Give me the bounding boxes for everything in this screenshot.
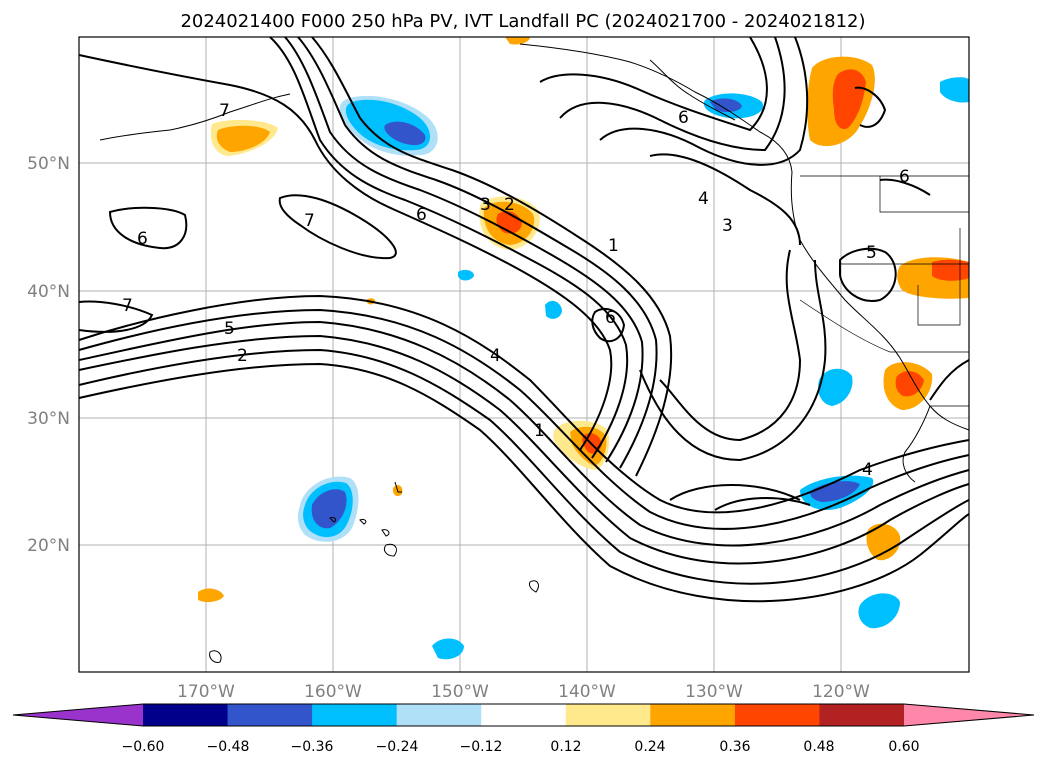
contour-label: 2 xyxy=(504,195,515,215)
lon-label: 160°W xyxy=(304,682,362,702)
positive-anomaly xyxy=(832,69,866,130)
contour-label: 7 xyxy=(219,101,230,121)
colorbar-tick: −0.24 xyxy=(376,739,419,755)
negative-anomaly xyxy=(458,269,474,281)
colorbar-tick: 0.12 xyxy=(550,739,581,755)
colorbar-extend-low xyxy=(13,704,143,726)
negative-anomaly xyxy=(432,638,464,660)
colorbar-segment xyxy=(227,704,313,726)
negative-anomaly xyxy=(858,593,900,629)
colorbar-tick: 0.36 xyxy=(719,739,750,755)
ivt-anomaly-shading xyxy=(198,37,969,660)
colorbar-segment xyxy=(396,704,482,726)
contour-label: 2 xyxy=(237,346,248,366)
pv-contours xyxy=(78,36,970,603)
colorbar-segment xyxy=(312,704,398,726)
positive-anomaly xyxy=(895,371,924,397)
colorbar-segment xyxy=(565,704,651,726)
contour-label: 7 xyxy=(304,211,315,231)
negative-anomaly xyxy=(710,98,742,113)
lon-label: 140°W xyxy=(558,682,616,702)
colorbar: −0.60 −0.48 −0.36 −0.24 −0.12 0.12 0.24 … xyxy=(12,703,1035,755)
positive-anomaly xyxy=(198,588,224,603)
colorbar-segment xyxy=(734,704,820,726)
colorbar-segments xyxy=(143,704,905,726)
map-panel: 7 6 7 6 7 5 2 6 3 2 1 4 3 6 4 1 5 6 4 xyxy=(78,36,970,673)
colorbar-tick: −0.48 xyxy=(207,739,250,755)
contour-label: 5 xyxy=(224,319,235,339)
negative-anomaly xyxy=(818,368,853,406)
lon-label: 120°W xyxy=(812,682,870,702)
contour-label: 1 xyxy=(534,421,545,441)
negative-anomaly xyxy=(311,489,347,529)
positive-anomaly xyxy=(866,523,901,561)
negative-anomaly xyxy=(384,121,426,146)
contour-label: 6 xyxy=(416,205,427,225)
lat-label: 20°N xyxy=(27,536,70,556)
contour-label: 5 xyxy=(866,243,877,263)
negative-anomaly xyxy=(545,300,562,319)
contour-label: 6 xyxy=(899,167,910,187)
negative-anomaly xyxy=(940,77,969,103)
lon-labels: 170°W 160°W 150°W 140°W 130°W 120°W xyxy=(177,682,870,702)
contour-label: 4 xyxy=(862,460,873,480)
colorbar-tick: 0.48 xyxy=(803,739,834,755)
colorbar-outline xyxy=(12,703,1035,727)
lat-labels: 50°N 40°N 30°N 20°N xyxy=(27,154,70,556)
colorbar-segment xyxy=(143,704,229,726)
contour-labels: 7 6 7 6 7 5 2 6 3 2 1 4 3 6 4 1 5 6 4 xyxy=(122,101,910,480)
contour-label: 6 xyxy=(605,308,616,328)
lat-label: 30°N xyxy=(27,409,70,429)
contour-label: 7 xyxy=(122,296,133,316)
contour-label: 4 xyxy=(698,189,709,209)
contour-label: 3 xyxy=(722,216,733,236)
colorbar-segment xyxy=(481,704,567,726)
coastlines xyxy=(99,43,970,663)
colorbar-ticks: −0.60 −0.48 −0.36 −0.24 −0.12 0.12 0.24 … xyxy=(122,739,920,755)
colorbar-tick: 0.24 xyxy=(634,739,665,755)
colorbar-tick: −0.60 xyxy=(122,739,165,755)
lat-label: 40°N xyxy=(27,282,70,302)
contour-label: 3 xyxy=(480,195,491,215)
lon-label: 130°W xyxy=(685,682,743,702)
lon-label: 170°W xyxy=(177,682,235,702)
positive-anomaly xyxy=(216,125,270,152)
lon-label: 150°W xyxy=(431,682,489,702)
positive-anomaly xyxy=(505,37,530,45)
colorbar-extend-high xyxy=(904,704,1034,726)
colorbar-tick: −0.12 xyxy=(460,739,503,755)
colorbar-tick: 0.60 xyxy=(888,739,919,755)
lat-label: 50°N xyxy=(27,154,70,174)
contour-label: 6 xyxy=(678,108,689,128)
contour-label: 4 xyxy=(490,346,501,366)
colorbar-segment xyxy=(819,704,905,726)
figure-title: 2024021400 F000 250 hPa PV, IVT Landfall… xyxy=(180,11,865,32)
colorbar-tick: −0.36 xyxy=(291,739,334,755)
contour-label: 1 xyxy=(608,236,619,256)
positive-anomaly xyxy=(932,259,969,281)
contour-label: 6 xyxy=(137,229,148,249)
colorbar-segment xyxy=(650,704,736,726)
map-border xyxy=(78,36,970,673)
